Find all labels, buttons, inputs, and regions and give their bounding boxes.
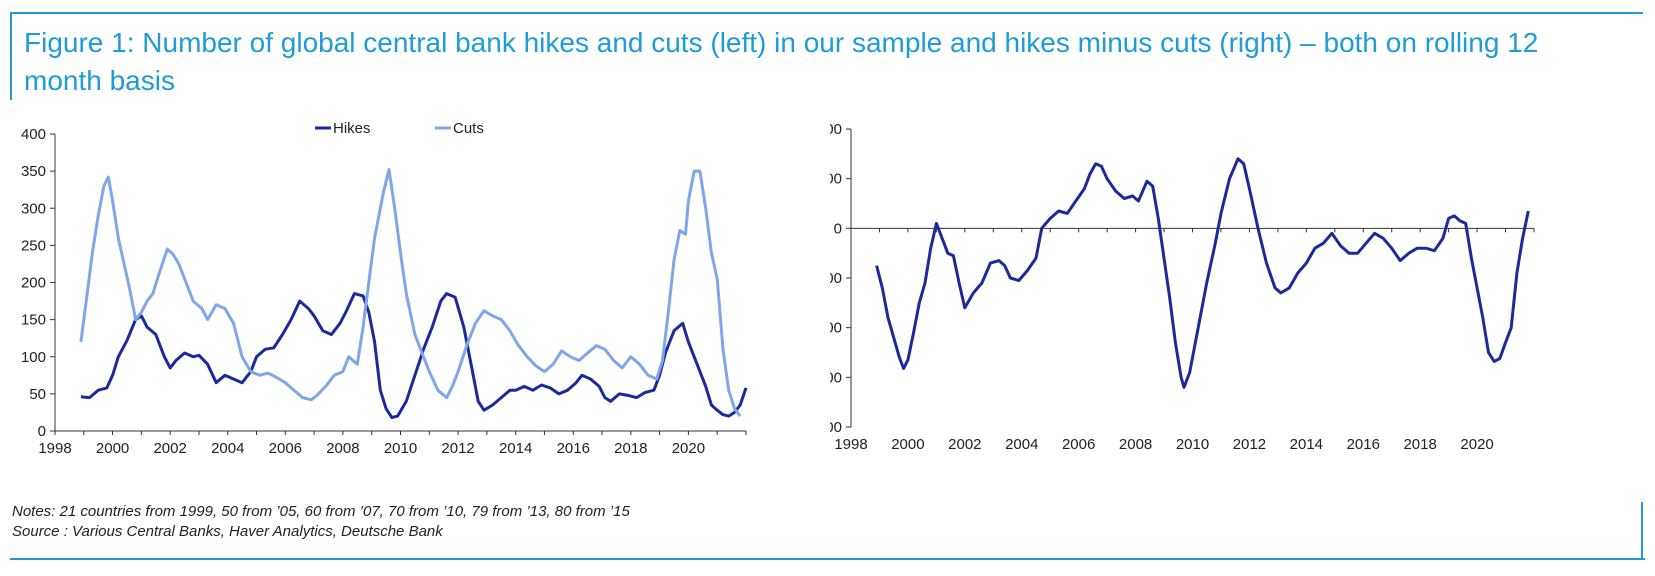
series-line-hikes — [80, 292, 748, 420]
notes-text: Notes: 21 countries from 1999, 50 from ’… — [12, 503, 630, 520]
figure-title: Figure 1: Number of global central bank … — [24, 27, 1539, 96]
frame-bottom-border — [10, 558, 1645, 560]
source-text: Source : Various Central Banks, Haver An… — [12, 523, 443, 540]
x-tick-label: 1998 — [38, 440, 71, 457]
series-line-hikes-minus-cuts — [875, 157, 1530, 389]
x-tick-label: 2010 — [1176, 436, 1209, 453]
x-tick-label: 2018 — [614, 440, 647, 457]
y-tick-label: 0 — [834, 220, 842, 237]
x-tick-label: 2010 — [384, 440, 417, 457]
x-tick-label: 2016 — [1347, 436, 1380, 453]
x-tick-label: 2012 — [1233, 436, 1266, 453]
x-tick-label: 2006 — [269, 440, 302, 457]
x-tick-label: 2000 — [96, 440, 129, 457]
y-tick-label: -200 — [830, 320, 842, 337]
y-tick-label: 200 — [21, 275, 46, 292]
y-tick-label: 0 — [38, 423, 46, 440]
x-tick-label: 1998 — [834, 436, 867, 453]
x-tick-label: 2002 — [948, 436, 981, 453]
right-chart-hikes-minus-cuts: -400 -300 -200 -100 0 100 200 1998 2000 2002 2004 2… — [830, 121, 1535, 453]
x-tick-label: 2000 — [891, 436, 924, 453]
legend-label-cuts: Cuts — [453, 120, 484, 137]
x-tick-label: 2020 — [1460, 436, 1493, 453]
y-tick-label: 400 — [21, 126, 46, 143]
x-tick-label: 2008 — [326, 440, 359, 457]
x-tick-label: 2008 — [1119, 436, 1152, 453]
y-tick-label: 100 — [21, 349, 46, 366]
x-tick-label: 2002 — [153, 440, 186, 457]
series-line-cuts — [79, 168, 742, 418]
legend-label-hikes: Hikes — [333, 120, 371, 137]
y-tick-label: 300 — [21, 200, 46, 217]
frame-top-border — [10, 12, 1643, 14]
x-tick-label: 2012 — [441, 440, 474, 457]
y-tick-label: 150 — [21, 312, 46, 329]
figure-footnotes: Notes: 21 countries from 1999, 50 from ’… — [12, 502, 630, 542]
y-tick-label: 50 — [29, 386, 46, 403]
x-tick-label: 2004 — [1005, 436, 1038, 453]
y-tick-label: 350 — [21, 163, 46, 180]
y-tick-label: 100 — [830, 171, 842, 188]
x-tick-label: 2016 — [557, 440, 590, 457]
x-tick-label: 2018 — [1403, 436, 1436, 453]
x-tick-label: 2004 — [211, 440, 244, 457]
y-tick-label: 250 — [21, 237, 46, 254]
x-tick-label: 2014 — [1290, 436, 1323, 453]
y-tick-label: -300 — [830, 369, 842, 386]
y-tick-label: 200 — [830, 121, 842, 138]
x-tick-label: 2014 — [499, 440, 532, 457]
frame-left-border — [10, 12, 12, 100]
left-chart-hikes-cuts: 0 50 100 150 200 250 300 350 400 1998 2000 2002 2004… — [21, 120, 748, 457]
x-tick-label: 2020 — [672, 440, 705, 457]
x-tick-label: 2006 — [1062, 436, 1095, 453]
y-tick-label: -100 — [830, 270, 842, 287]
y-tick-label: -400 — [830, 419, 842, 436]
frame-right-border — [1641, 502, 1643, 560]
